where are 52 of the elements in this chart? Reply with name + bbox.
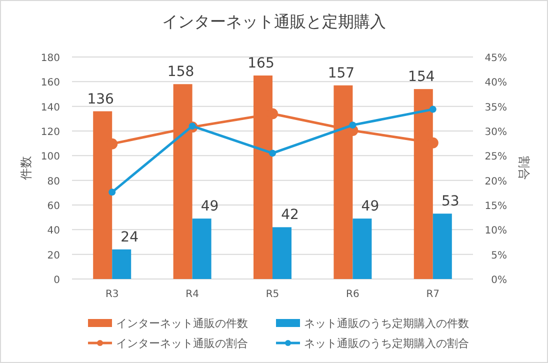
point: [188, 122, 196, 130]
data-label: 49: [361, 198, 380, 215]
point: [108, 188, 116, 196]
data-label: 165: [248, 56, 274, 72]
y-tick-label: 80: [47, 176, 60, 188]
y2-tick-label: 40%: [484, 78, 507, 89]
y2-tick-label: 15%: [484, 201, 507, 212]
y-tick-label: 60: [47, 201, 60, 212]
y2-tick-label: 35%: [484, 102, 507, 114]
y-tick-label: 100: [40, 152, 60, 163]
data-label: 157: [328, 65, 355, 82]
x-tick-label: R5: [266, 289, 280, 300]
bar: [352, 218, 372, 279]
bar: [112, 249, 132, 279]
y2-axis-title: 割合: [517, 156, 531, 180]
y-tick-label: 20: [47, 250, 60, 262]
data-label: 154: [408, 69, 435, 86]
x-tick-label: R7: [426, 289, 440, 300]
legend-label: ネット通販のうち定期購入の件数: [304, 317, 469, 330]
y2-tick-label: 45%: [484, 53, 507, 64]
y2-tick-label: 10%: [484, 226, 507, 237]
y-tick-label: 140: [40, 102, 60, 114]
x-tick-label: R3: [105, 289, 119, 300]
legend-label: ネット通販のうち定期購入の割合: [304, 337, 469, 350]
data-label: 136: [87, 91, 114, 108]
data-label: 24: [120, 229, 139, 246]
data-label: 49: [200, 198, 219, 215]
y-tick-label: 0: [54, 275, 60, 286]
legend-label: インターネット通販の割合: [116, 337, 248, 350]
bar: [432, 214, 452, 279]
point: [429, 106, 436, 113]
bar: [272, 227, 292, 279]
data-label: 158: [167, 64, 194, 80]
y-tick-label: 160: [40, 78, 60, 89]
data-label: 53: [441, 194, 460, 210]
data-label: 42: [281, 207, 299, 224]
x-tick-label: R4: [186, 289, 199, 300]
x-tick-label: R6: [346, 289, 360, 300]
y2-tick-label: 5%: [491, 250, 507, 262]
y2-tick-label: 20%: [484, 176, 507, 188]
y-tick-label: 180: [40, 53, 60, 64]
y-tick-label: 120: [40, 127, 60, 138]
y2-tick-label: 0%: [491, 275, 507, 286]
y-tick-label: 40: [47, 226, 60, 237]
legend-label: インターネット通販の件数: [116, 317, 248, 330]
bar: [192, 218, 212, 279]
point: [269, 150, 276, 157]
chart-title: インターネット通販と定期購入: [162, 12, 386, 31]
y2-tick-label: 25%: [484, 152, 507, 163]
y-axis-title: 件数: [19, 156, 33, 180]
point: [349, 122, 356, 129]
y2-tick-label: 30%: [484, 127, 507, 138]
